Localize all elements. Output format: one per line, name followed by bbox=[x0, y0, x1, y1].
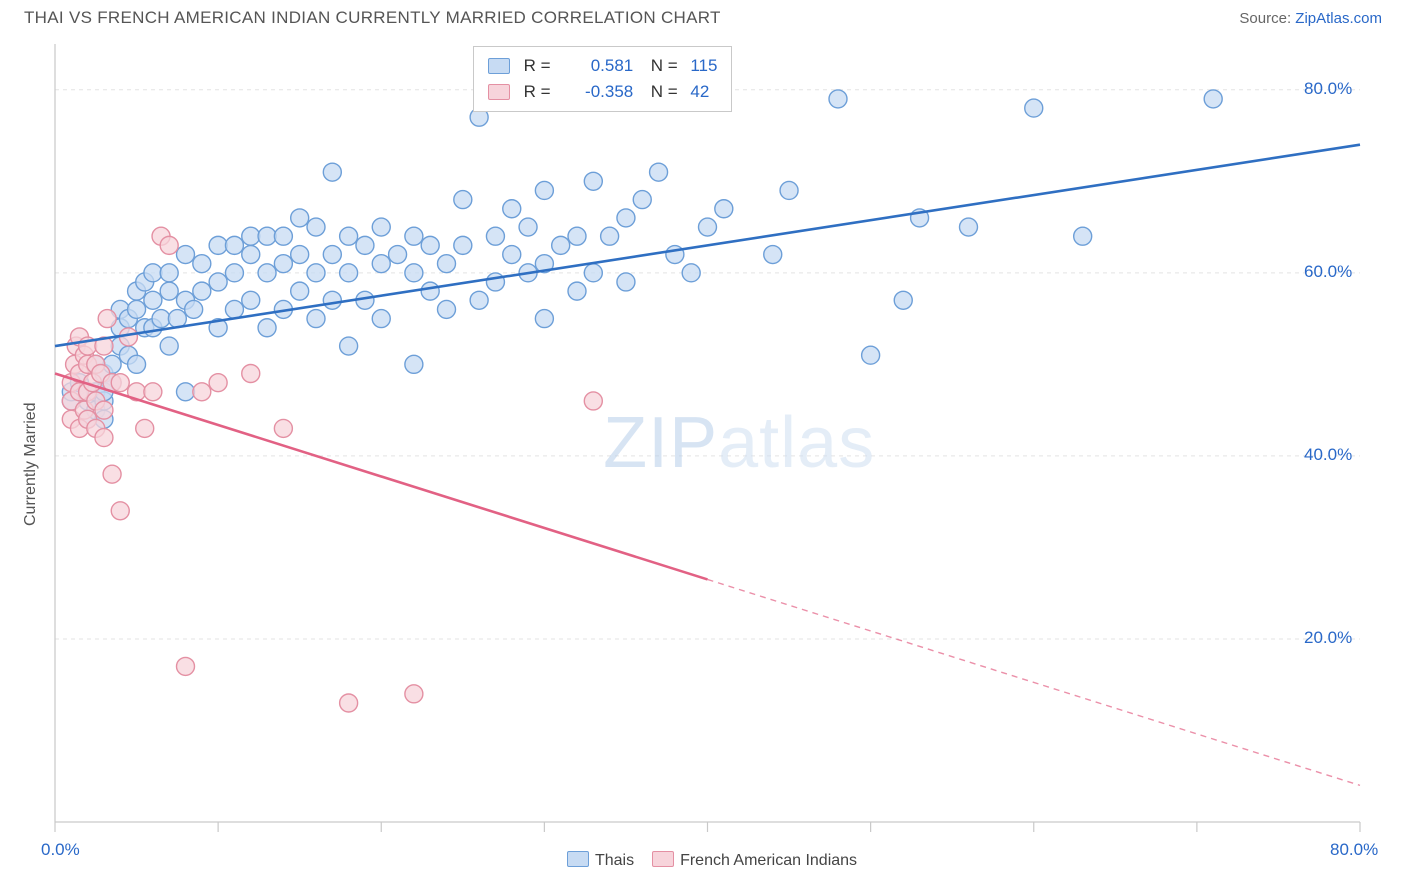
chart-area: ZIPatlas R = 0.581 N = 115R = -0.358 N =… bbox=[0, 32, 1406, 876]
legend-label: Thais bbox=[595, 852, 634, 869]
chart-source: Source: ZipAtlas.com bbox=[1239, 10, 1382, 27]
legend-swatch bbox=[488, 58, 510, 74]
stats-r-value: -0.358 bbox=[563, 79, 633, 105]
y-tick-label: 40.0% bbox=[1304, 445, 1352, 465]
y-tick-label: 80.0% bbox=[1304, 79, 1352, 99]
y-tick-label: 20.0% bbox=[1304, 628, 1352, 648]
source-prefix: Source: bbox=[1239, 10, 1295, 27]
chart-header: THAI VS FRENCH AMERICAN INDIAN CURRENTLY… bbox=[0, 0, 1406, 32]
correlation-stats-box: R = 0.581 N = 115R = -0.358 N = 42 bbox=[473, 46, 733, 112]
source-link[interactable]: ZipAtlas.com bbox=[1295, 10, 1382, 27]
stats-r-value: 0.581 bbox=[563, 53, 633, 79]
stats-n-value: 115 bbox=[690, 53, 717, 79]
bottom-legend: Thais French American Indians bbox=[0, 851, 1406, 870]
y-tick-label: 60.0% bbox=[1304, 262, 1352, 282]
stats-row: R = -0.358 N = 42 bbox=[488, 79, 718, 105]
x-tick-label: 80.0% bbox=[1330, 840, 1378, 860]
x-tick-label: 0.0% bbox=[41, 840, 80, 860]
stats-n-label: N = bbox=[641, 79, 682, 105]
legend-swatch bbox=[652, 851, 674, 867]
stats-r-label: R = bbox=[524, 79, 556, 105]
legend-label: French American Indians bbox=[680, 852, 857, 869]
stats-row: R = 0.581 N = 115 bbox=[488, 53, 718, 79]
stats-n-value: 42 bbox=[690, 79, 709, 105]
chart-title: THAI VS FRENCH AMERICAN INDIAN CURRENTLY… bbox=[24, 8, 721, 28]
legend-swatch bbox=[567, 851, 589, 867]
legend-swatch bbox=[488, 84, 510, 100]
stats-n-label: N = bbox=[641, 53, 682, 79]
scatter-chart-svg bbox=[0, 32, 1406, 876]
y-axis-label: Currently Married bbox=[22, 403, 40, 527]
stats-r-label: R = bbox=[524, 53, 556, 79]
